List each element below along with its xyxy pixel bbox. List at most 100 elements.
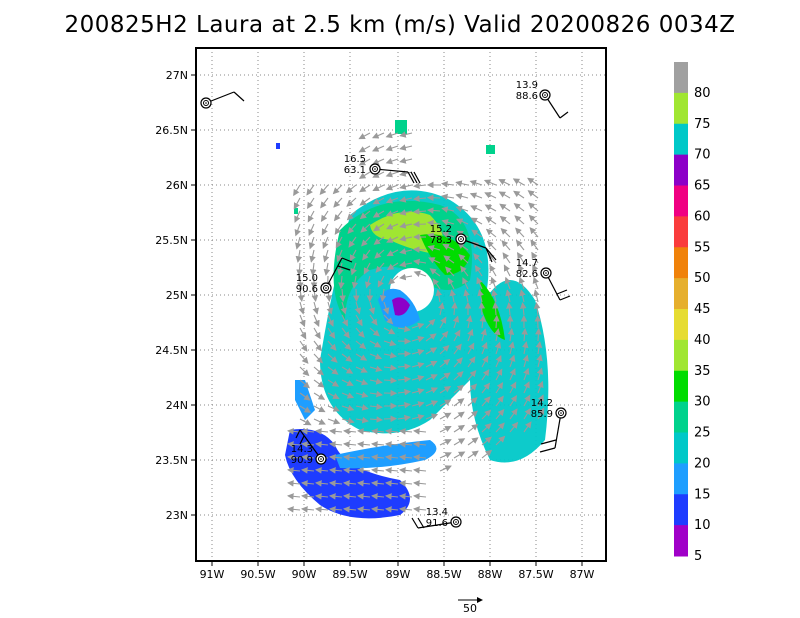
wind-vector [372,197,385,205]
wind-vector [386,249,399,257]
wind-vector [523,394,531,407]
wind-vector [500,227,511,238]
colorbar-swatch [674,123,688,156]
wind-vector [385,506,399,513]
wind-vector [425,333,437,342]
wind-vector [441,219,455,226]
wind-vector [532,264,539,277]
lon-label: 87.5W [518,568,553,581]
wind-vector [490,276,497,290]
wind-vector [383,314,394,325]
wind-vector [481,369,490,381]
wind-vector [355,340,367,350]
wind-vector [481,341,488,355]
wind-vector [438,302,445,316]
wind-vector [359,210,371,220]
wind-vector [329,454,343,461]
wind-vector [462,277,469,290]
wind-vector [528,202,539,212]
wind-vector [531,251,539,264]
wind-vector [425,413,439,420]
wind-vector [495,408,505,420]
wind-vector [306,184,315,196]
wind-vector [386,262,399,270]
wind-vector [371,454,385,461]
wind-vector [311,288,319,302]
wind-vector [343,441,357,448]
wind-vector [523,381,530,394]
wind-vector [385,184,399,191]
wind-vector [351,275,359,289]
colorbar-label: 35 [694,364,711,379]
wind-vector [425,374,438,381]
wind-vector [335,236,343,249]
wind-vector [369,314,378,326]
wind-vector [518,264,525,277]
wind-vector [411,335,425,343]
wind-vector [513,203,525,212]
wind-vector [301,480,315,487]
colorbar-swatch [674,525,688,557]
colorbar-label: 75 [694,117,711,132]
wind-vector [386,236,399,243]
wind-vector [301,493,315,500]
wind-vector [329,480,343,487]
wind-vector [329,506,343,513]
wind-vector [425,347,438,355]
wind-vector [455,193,469,200]
colorbar-swatch [674,278,688,310]
colorbar-label: 45 [694,302,711,317]
observation-station: 14.390.9 [291,429,327,466]
wind-vector [413,506,427,513]
observation-pressure: 88.6 [516,91,538,102]
wind-vector [362,249,371,261]
wind-vector [481,355,489,368]
wind-vector [375,262,385,273]
wind-vector [299,327,307,340]
wind-vector [522,341,529,355]
wind-vector [321,223,329,236]
wind-vector [495,435,506,446]
wind-vector [413,428,427,435]
wind-vector [453,438,466,446]
wind-vector [313,392,326,400]
wind-vector [369,365,383,373]
wind-vector [388,275,399,285]
wind-vector [359,184,371,193]
wind-vector [385,210,399,217]
observation-station: 15.090.6 [296,257,353,295]
wind-vector [518,276,525,290]
lat-label: 25N [166,289,188,302]
observation-wind: 15.2 [430,224,452,235]
wind-vector [346,210,357,221]
colorbar-swatch [674,216,688,248]
lon-label: 89W [386,568,411,581]
wind-vector [508,341,515,355]
observation-wind: 13.4 [426,507,448,518]
wind-vector [413,454,427,461]
wind-vector [484,204,497,212]
wind-vector [479,315,487,329]
observation-station: 16.563.1 [344,154,421,184]
wind-vector [469,179,483,187]
wind-vector [481,382,491,394]
observation-pressure: 90.6 [296,284,318,295]
wind-vector [521,328,528,342]
wind-vector [470,217,483,225]
wind-vector [287,493,301,500]
wind-vector [315,441,329,448]
wind-vector [357,506,371,513]
wind-vector [371,145,385,152]
wind-vector [369,403,383,410]
wind-vector [337,262,344,276]
wind-vector [399,273,413,281]
wind-vector [488,252,497,264]
wind-vector [399,157,413,164]
flight-observations: 13.988.6 16.563.1 15.278.3 14.782.6 15.090.6… [200,80,571,529]
wind-vector [385,197,399,204]
wind-vector [385,223,399,230]
lat-label: 27N [166,69,188,82]
wind-vector [528,214,539,225]
wind-vector [523,407,531,420]
wind-vector [439,386,452,394]
